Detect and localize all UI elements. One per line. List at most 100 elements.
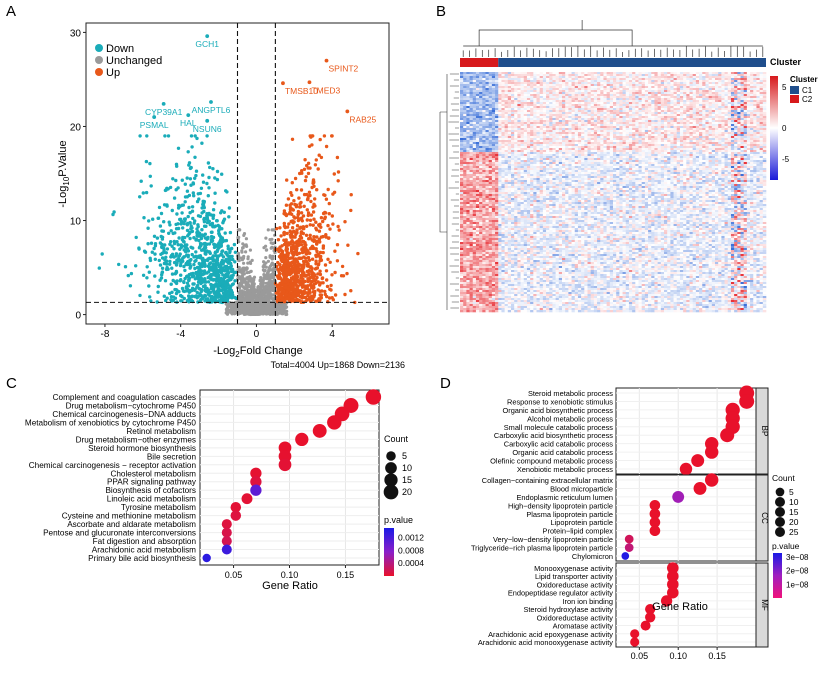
- heatmap-cell: [504, 104, 509, 107]
- heatmap-cell: [664, 92, 668, 95]
- heatmap-cell: [683, 98, 687, 101]
- volcano-point-unchanged: [237, 265, 241, 270]
- heatmap-cell: [686, 78, 690, 81]
- heatmap-cell: [734, 82, 738, 85]
- heatmap-cell: [469, 90, 474, 93]
- heatmap-cell: [539, 90, 544, 93]
- heatmap-cell: [692, 82, 697, 85]
- heatmap-cell: [670, 100, 674, 103]
- heatmap-cell: [568, 104, 572, 107]
- heatmap-cell: [648, 90, 652, 93]
- heatmap-cell: [600, 104, 604, 107]
- heatmap-cell: [753, 104, 757, 107]
- heatmap-cell: [555, 92, 560, 95]
- heatmap-cell: [695, 100, 700, 103]
- volcano-point-unchanged: [266, 259, 270, 263]
- volcano-point-down: [226, 297, 230, 301]
- heatmap-cell: [705, 82, 709, 85]
- heatmap-cell: [609, 94, 614, 97]
- volcano-point-down: [174, 291, 179, 296]
- heatmap-cell: [759, 84, 764, 87]
- heatmap-cell: [593, 100, 598, 103]
- heatmap-cell: [584, 82, 588, 85]
- heatmap-cell: [679, 92, 684, 95]
- heatmap-cell: [746, 82, 751, 85]
- heatmap-cell: [635, 104, 639, 107]
- heatmap-cell: [469, 82, 474, 85]
- heatmap-cell: [571, 100, 576, 103]
- heatmap-cell: [539, 92, 544, 95]
- heatmap-cell: [597, 90, 601, 93]
- heatmap-cell: [491, 100, 496, 103]
- volcano-point-down: [138, 293, 142, 298]
- heatmap-cell: [692, 76, 697, 79]
- volcano-point-down: [179, 217, 183, 221]
- heatmap-cell: [616, 92, 620, 95]
- volcano-point-up: [306, 255, 311, 260]
- heatmap-cell: [463, 102, 467, 105]
- heatmap-cell: [542, 90, 547, 93]
- heatmap-cell: [644, 100, 649, 103]
- heatmap-cell: [549, 92, 553, 95]
- heatmap-cell: [654, 100, 658, 103]
- heatmap-cell: [622, 82, 627, 85]
- heatmap-cell: [609, 98, 614, 101]
- heatmap-cell: [699, 78, 703, 81]
- heatmap-cell: [590, 76, 595, 79]
- heatmap-cell: [565, 92, 569, 95]
- heatmap-cell: [577, 104, 582, 107]
- heatmap-cell: [593, 86, 598, 89]
- heatmap-cell: [705, 96, 709, 99]
- heatmap-cell: [520, 96, 525, 99]
- heatmap-cell: [660, 94, 665, 97]
- heatmap-cell: [562, 72, 566, 75]
- heatmap-cell: [558, 94, 563, 97]
- heatmap-cell: [542, 78, 547, 81]
- volcano-point-up: [306, 294, 310, 298]
- volcano-point-up: [279, 234, 283, 238]
- heatmap-cell: [460, 104, 464, 107]
- heatmap-cell: [695, 80, 700, 83]
- heatmap-cell: [619, 102, 623, 105]
- volcano-point-down: [204, 297, 208, 302]
- heatmap-cell: [469, 80, 474, 83]
- heatmap-cell: [721, 104, 725, 107]
- volcano-point-unchanged: [266, 270, 270, 274]
- volcano-point-up: [279, 257, 284, 261]
- heatmap-cell: [501, 94, 505, 97]
- heatmap-cell: [466, 106, 470, 109]
- heatmap-cell: [581, 90, 585, 93]
- volcano-point-down: [198, 273, 203, 278]
- volcano-point-down: [208, 274, 212, 278]
- volcano-point-up: [322, 193, 326, 197]
- volcano-point-unchanged: [261, 303, 266, 307]
- heatmap-cell: [597, 92, 601, 95]
- heatmap-cell: [593, 88, 598, 91]
- heatmap-cell: [460, 80, 464, 83]
- heatmap-cell: [562, 104, 566, 107]
- heatmap-cell: [581, 88, 585, 91]
- volcano-point-up: [317, 229, 322, 233]
- volcano-point-down: [168, 259, 172, 264]
- heatmap-cell: [628, 100, 633, 103]
- volcano-point-up: [302, 226, 306, 231]
- heatmap-cell: [702, 102, 706, 105]
- heatmap-cell: [753, 78, 757, 81]
- heatmap-cell: [517, 74, 521, 77]
- heatmap-cell: [472, 72, 477, 75]
- heatmap-cell: [581, 74, 585, 77]
- heatmap-cell: [511, 84, 515, 87]
- heatmap-cell: [743, 84, 748, 87]
- heatmap-cell: [660, 92, 665, 95]
- volcano-point-down: [215, 273, 219, 277]
- heatmap-cell: [679, 78, 684, 81]
- heatmap-cell: [743, 102, 748, 105]
- heatmap-cell: [699, 104, 703, 107]
- heatmap-cell: [584, 92, 588, 95]
- heatmap-cell: [584, 96, 588, 99]
- volcano-point-down: [170, 266, 174, 270]
- volcano-point-down: [186, 259, 190, 264]
- heatmap-cell: [628, 94, 633, 97]
- heatmap-cell: [628, 80, 633, 83]
- heatmap-cell: [555, 100, 560, 103]
